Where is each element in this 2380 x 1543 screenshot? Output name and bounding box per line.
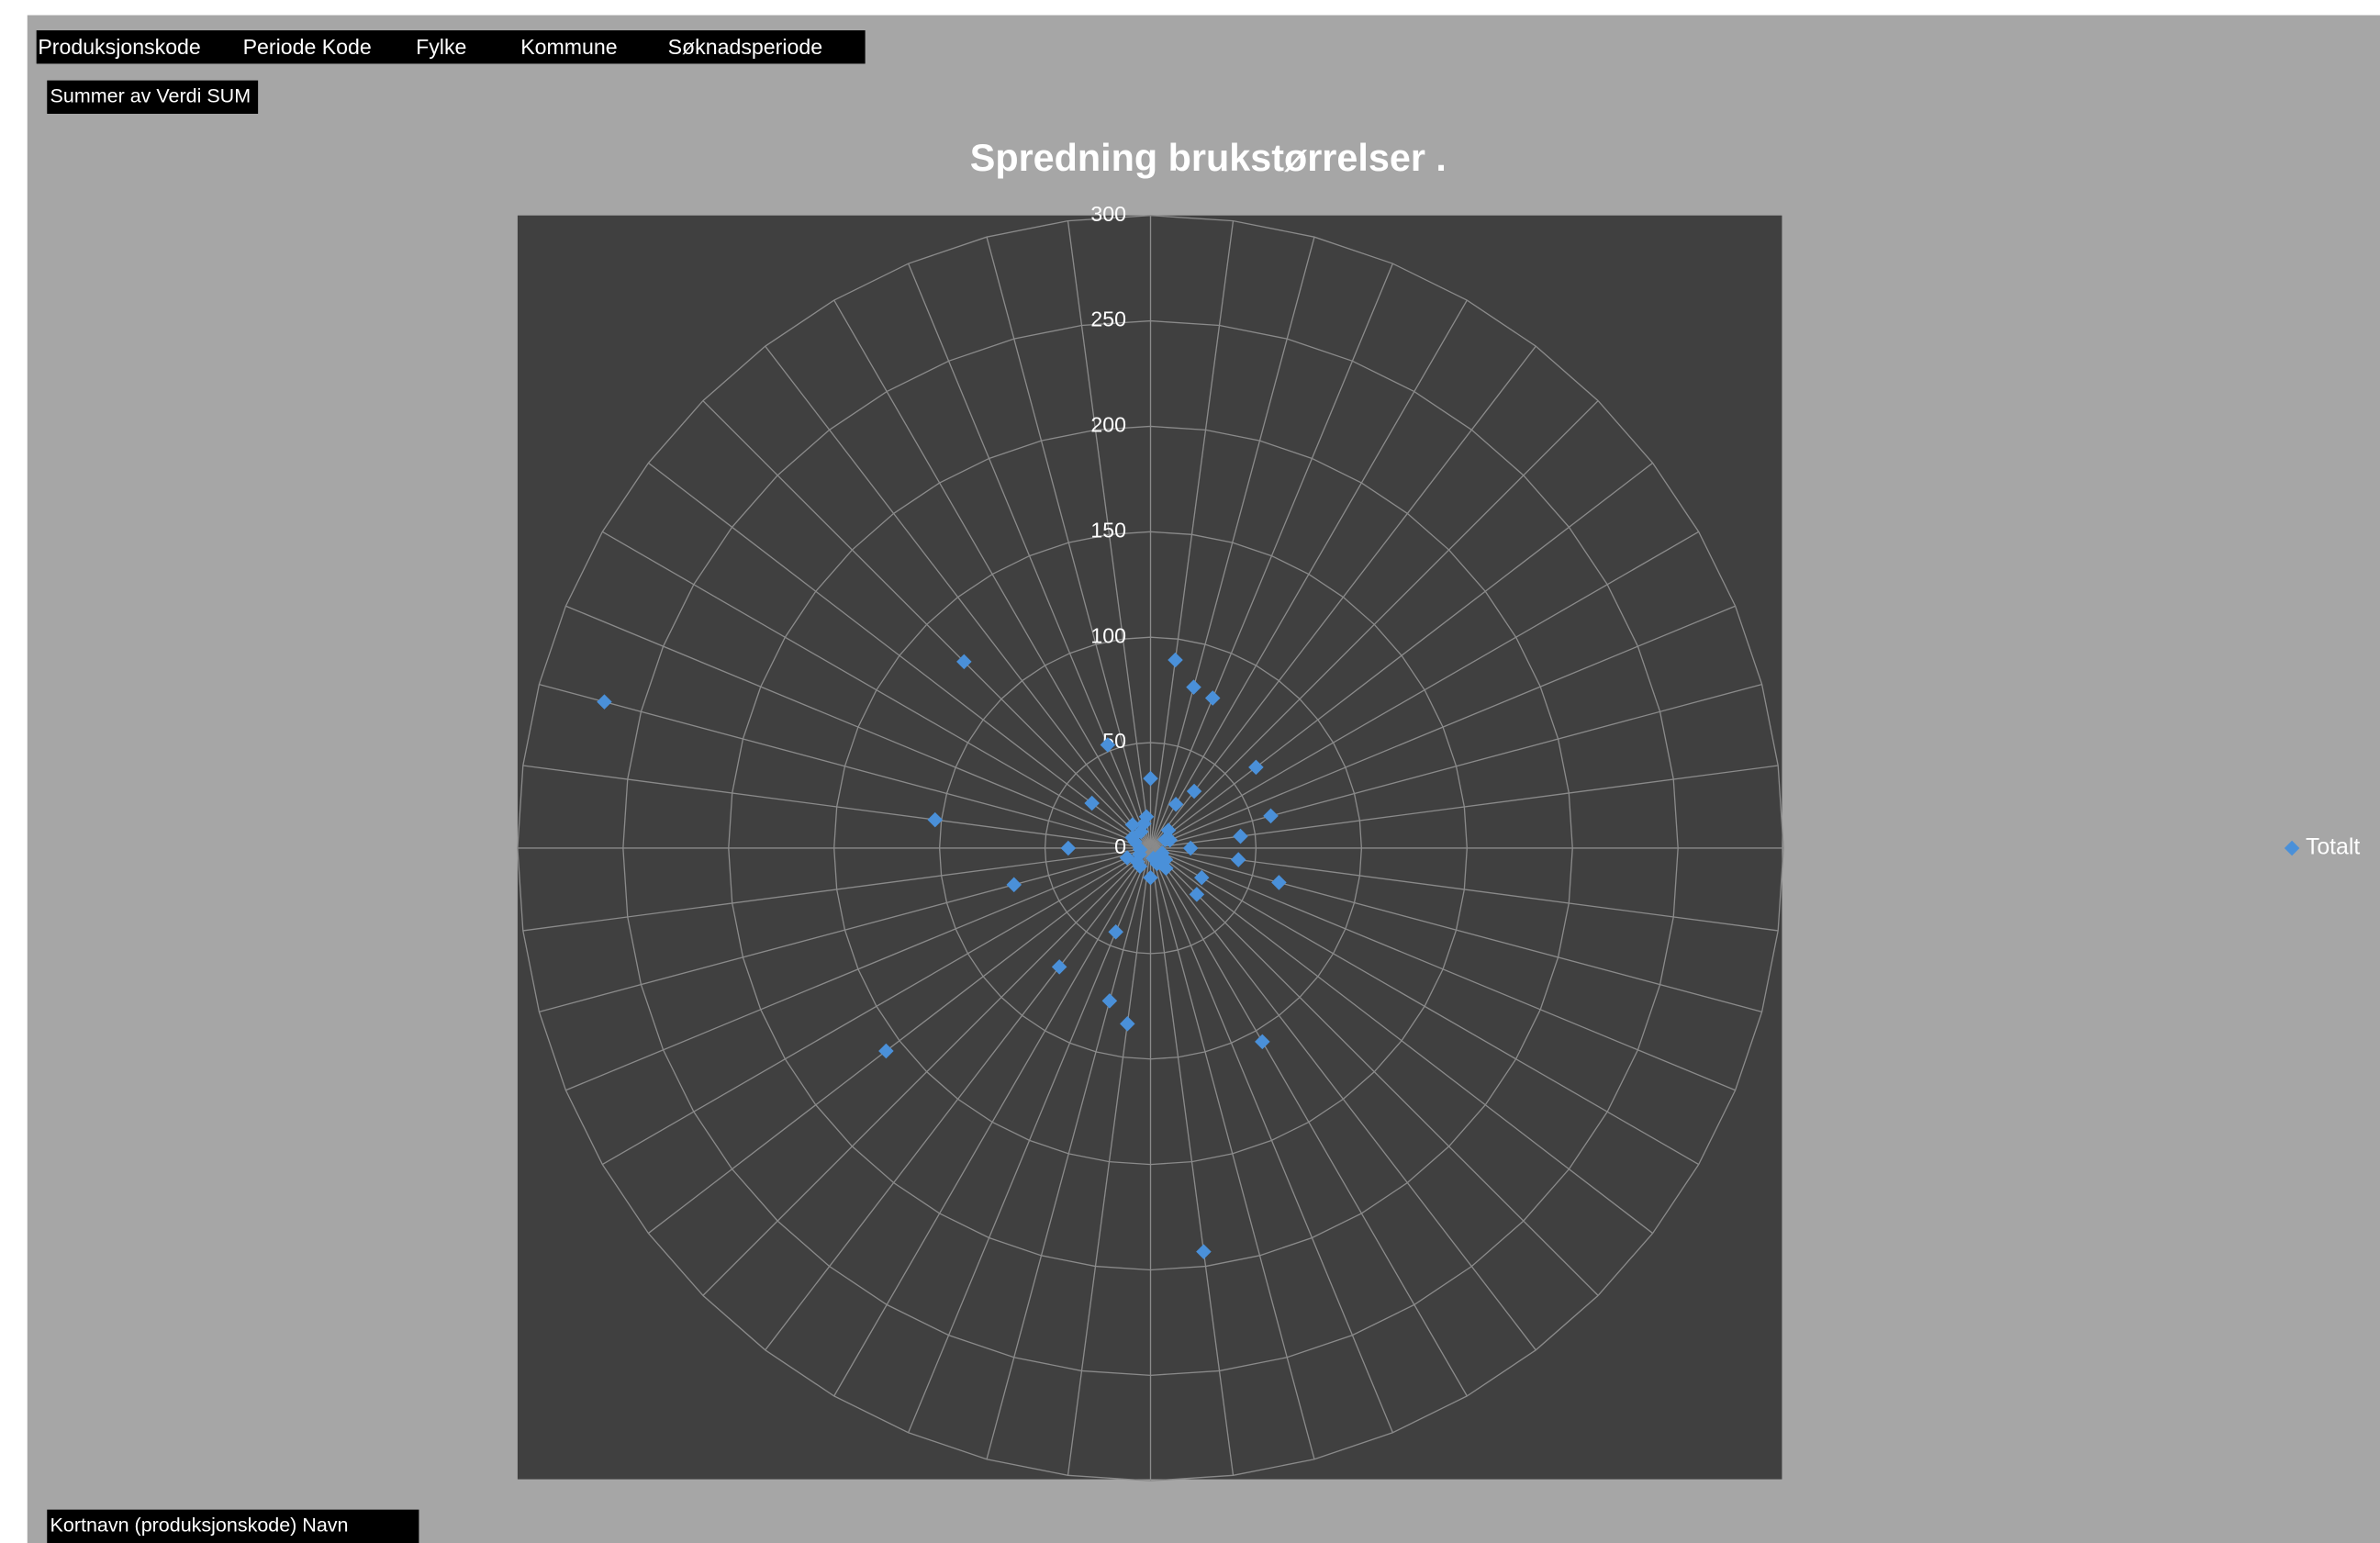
data-point	[1143, 869, 1158, 886]
filter-button[interactable]: Periode Kode	[243, 35, 372, 59]
data-point	[1189, 887, 1205, 902]
data-point	[1204, 690, 1221, 706]
data-point	[1051, 959, 1067, 975]
grid-ring	[1044, 742, 1257, 955]
data-point	[1119, 850, 1135, 866]
data-point	[1006, 877, 1022, 893]
data-point	[1168, 652, 1183, 668]
grid-ring	[517, 215, 1784, 1482]
data-point	[1263, 808, 1279, 824]
r-tick-label: 250	[1090, 307, 1126, 331]
data-point	[1060, 840, 1077, 856]
data-point	[927, 811, 944, 828]
data-point	[1162, 832, 1179, 848]
legend-marker	[2284, 840, 2300, 856]
r-tick-label: 300	[1090, 202, 1126, 226]
data-point	[1101, 993, 1118, 1009]
data-point	[1182, 840, 1199, 856]
row-field-box	[47, 1509, 419, 1543]
data-point	[1233, 828, 1248, 844]
data-point	[1271, 875, 1287, 890]
data-point	[1120, 1016, 1135, 1032]
data-point	[1193, 869, 1210, 886]
filter-button[interactable]: Kommune	[520, 35, 617, 59]
data-point	[1124, 817, 1141, 833]
grid-ring	[938, 636, 1363, 1060]
data-point	[1143, 770, 1158, 787]
data-point	[1100, 737, 1116, 753]
chart-title: Spredning brukstørrelser .	[970, 137, 1447, 179]
r-tick-label: 0	[1114, 834, 1126, 858]
data-point	[1108, 923, 1123, 940]
data-point	[1248, 759, 1264, 776]
data-point	[956, 654, 972, 670]
filter-bar	[36, 30, 866, 64]
data-point	[1186, 679, 1201, 695]
data-point	[1168, 796, 1184, 812]
filter-button[interactable]: Fylke	[416, 35, 466, 59]
row-field-button[interactable]: Kortnavn (produksjonskode) Navn	[50, 1514, 349, 1536]
data-point	[1186, 783, 1202, 799]
grid-ring	[622, 319, 1679, 1377]
values-field-box	[47, 80, 259, 114]
data-point	[1255, 1034, 1270, 1050]
r-tick-label: 200	[1090, 413, 1126, 437]
filter-button[interactable]: Produksjonskode	[38, 35, 200, 59]
data-point	[1138, 809, 1155, 825]
r-tick-label: 100	[1090, 623, 1126, 647]
data-point	[597, 694, 612, 710]
grid-ring	[728, 425, 1573, 1271]
data-point	[1196, 1244, 1212, 1259]
r-tick-label: 150	[1090, 518, 1126, 542]
filter-button[interactable]: Søknadsperiode	[668, 35, 822, 59]
data-point	[1230, 852, 1246, 867]
data-point	[1145, 850, 1161, 867]
grid-ring	[833, 531, 1468, 1166]
values-field-button[interactable]: Summer av Verdi SUM	[50, 84, 251, 106]
legend-label: Totalt	[2306, 835, 2360, 860]
data-point	[1084, 795, 1100, 811]
